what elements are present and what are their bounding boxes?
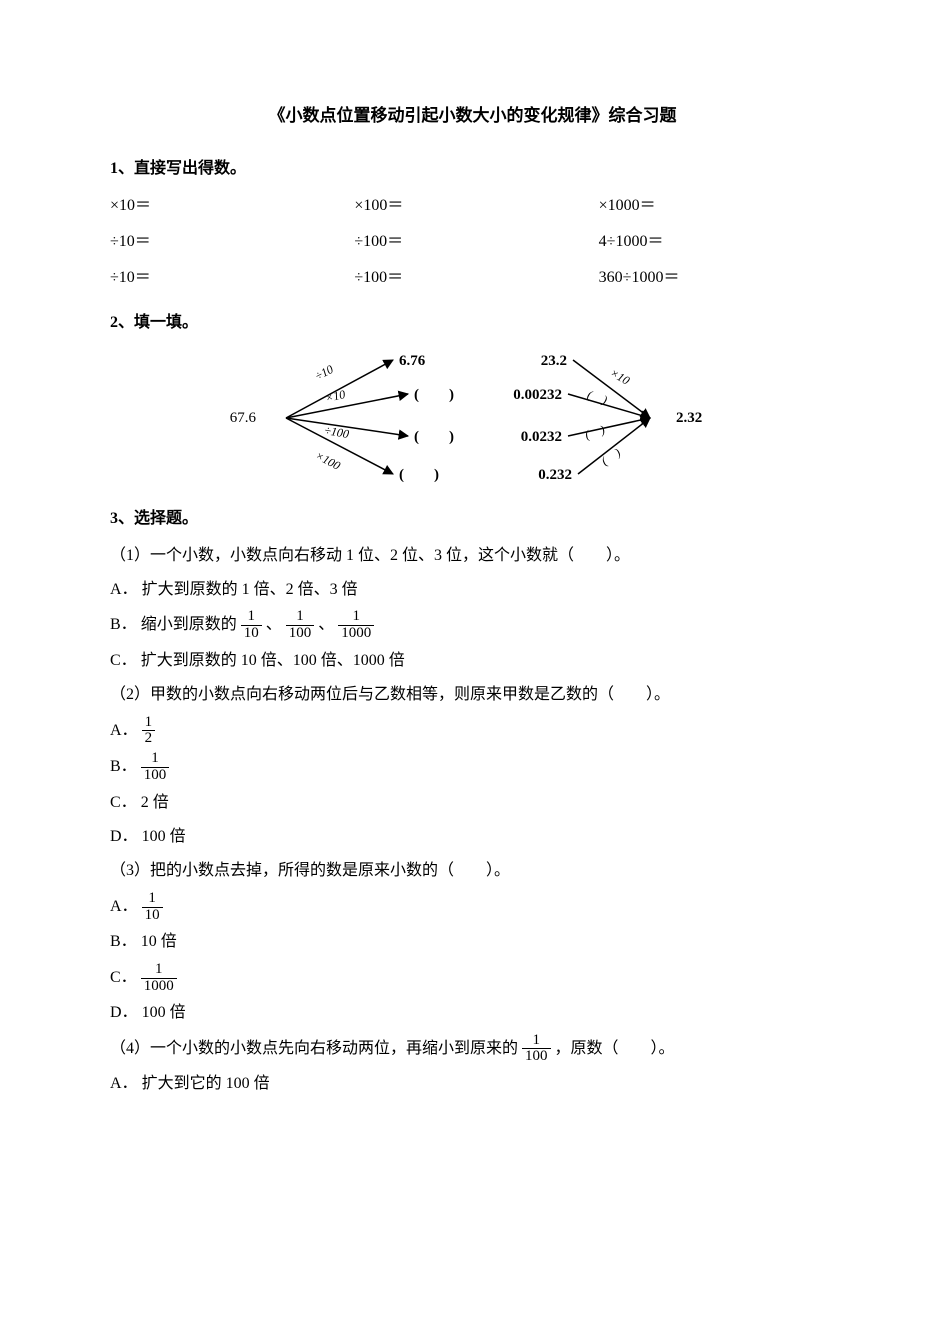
q1-cell: ×100＝ — [354, 191, 590, 221]
q3-stem: （1）一个小数，小数点向右移动 1 位、2 位、3 位，这个小数就（ ）。 — [110, 541, 835, 571]
q2-head: 2、填一填。 — [110, 308, 835, 338]
q1-cell: 360÷1000＝ — [599, 263, 835, 293]
q1-cell: ×1000＝ — [599, 191, 835, 221]
svg-text:6.76: 6.76 — [399, 353, 426, 369]
q1-cell: 4÷1000＝ — [599, 227, 835, 257]
svg-text:( ): ( ) — [585, 388, 608, 407]
svg-text:×10: ×10 — [607, 366, 631, 388]
q3-option: A．12 — [110, 715, 835, 748]
q3-option: B．1100 — [110, 751, 835, 784]
q3-stem: （3）把的小数点去掉，所得的数是原来小数的（ ）。 — [110, 856, 835, 886]
svg-text:23.2: 23.2 — [540, 353, 566, 369]
svg-text:( ): ( ) — [598, 446, 622, 469]
q1-cell: ÷100＝ — [354, 263, 590, 293]
q3-option: D．100 倍 — [110, 822, 835, 852]
svg-text:×10: ×10 — [323, 387, 346, 405]
q3-option: A．110 — [110, 891, 835, 924]
q1-cell: ÷10＝ — [110, 263, 346, 293]
q3-option: D．100 倍 — [110, 998, 835, 1028]
q1-cell: ×10＝ — [110, 191, 346, 221]
svg-text:( ): ( ) — [399, 467, 439, 483]
svg-text:×100: ×100 — [313, 448, 343, 473]
q3-option: A．扩大到它的 100 倍 — [110, 1069, 835, 1099]
q3-option: A．扩大到原数的 1 倍、2 倍、3 倍 — [110, 575, 835, 605]
q1-head: 1、直接写出得数。 — [110, 154, 835, 184]
svg-text:÷100: ÷100 — [323, 423, 350, 441]
page-title: 《小数点位置移动引起小数大小的变化规律》综合习题 — [110, 100, 835, 132]
q2-diagram: 67.6÷106.76×10( )÷100( )×100( )23.2×100.… — [60, 344, 835, 494]
q3-option: C．扩大到原数的 10 倍、100 倍、1000 倍 — [110, 646, 835, 676]
svg-text:( ): ( ) — [414, 429, 454, 445]
q3-option: B．10 倍 — [110, 927, 835, 957]
q3-stem: （2）甲数的小数点向右移动两位后与乙数相等，则原来甲数是乙数的（ ）。 — [110, 680, 835, 710]
svg-text:0.0232: 0.0232 — [520, 429, 561, 445]
q3-option: C．2 倍 — [110, 788, 835, 818]
svg-text:2.32: 2.32 — [676, 410, 702, 426]
svg-text:0.00232: 0.00232 — [513, 387, 562, 403]
worksheet-page: 《小数点位置移动引起小数大小的变化规律》综合习题 1、直接写出得数。 ×10＝ … — [0, 0, 945, 1337]
svg-text:( ): ( ) — [583, 423, 606, 442]
q1-cell: ÷100＝ — [354, 227, 590, 257]
q3-body: （1）一个小数，小数点向右移动 1 位、2 位、3 位，这个小数就（ ）。 A．扩… — [110, 541, 835, 1100]
q1-grid: ×10＝ ×100＝ ×1000＝ ÷10＝ ÷100＝ 4÷1000＝ ÷10… — [110, 191, 835, 294]
q1-cell: ÷10＝ — [110, 227, 346, 257]
svg-text:÷10: ÷10 — [312, 362, 335, 383]
q2-svg-diagram: 67.6÷106.76×10( )÷100( )×100( )23.2×100.… — [178, 344, 718, 494]
q3-option: B．缩小到原数的110、1100、11000 — [110, 609, 835, 642]
q3-stem: （4）一个小数的小数点先向右移动两位，再缩小到原来的1100，原数（ ）。 — [110, 1033, 835, 1066]
svg-text:0.232: 0.232 — [538, 467, 572, 483]
svg-text:67.6: 67.6 — [229, 410, 256, 426]
svg-text:( ): ( ) — [414, 387, 454, 403]
q3-head: 3、选择题。 — [110, 504, 835, 534]
q3-option: C．11000 — [110, 962, 835, 995]
